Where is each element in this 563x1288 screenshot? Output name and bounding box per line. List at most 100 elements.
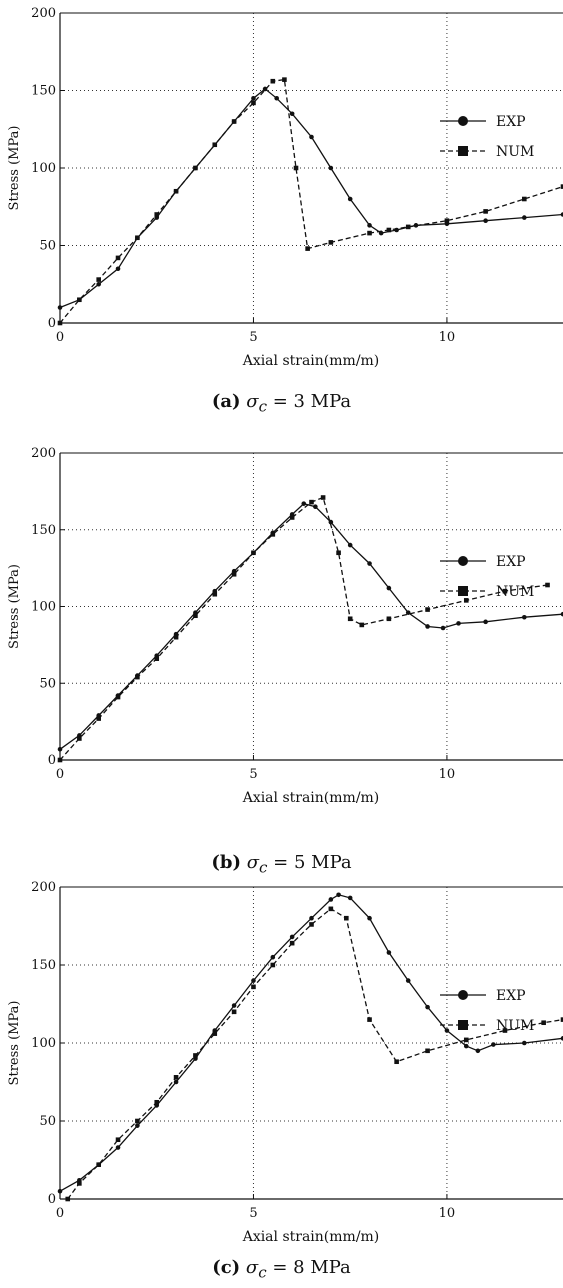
- data-point-exp: [405, 610, 411, 615]
- data-point-num: [96, 277, 101, 282]
- data-point-num: [541, 1020, 546, 1026]
- data-point-num: [231, 119, 237, 124]
- caption-letter: (c): [212, 1257, 241, 1278]
- data-point-num: [77, 1181, 82, 1186]
- data-point-num: [560, 1017, 563, 1022]
- data-point-exp: [463, 1043, 469, 1049]
- data-point-num: [193, 165, 198, 171]
- y-tick-label: 0: [48, 753, 56, 768]
- data-point-exp: [328, 897, 334, 902]
- data-point-exp: [367, 223, 372, 228]
- caption-sigma: σ: [245, 1257, 259, 1278]
- data-point-exp: [483, 218, 488, 223]
- data-point-exp: [386, 585, 392, 591]
- data-point-num: [309, 922, 314, 927]
- data-point-num: [289, 940, 295, 946]
- data-point-exp: [560, 611, 563, 617]
- x-tick-label: 5: [249, 330, 257, 345]
- x-tick-label: 0: [56, 330, 64, 345]
- y-tick-label: 150: [31, 523, 56, 538]
- data-point-num: [425, 1048, 430, 1054]
- chart-panel-a: 0 5 10 0 50 100 150 200 Axial strain(mm/m) Stress…: [0, 0, 563, 430]
- data-point-num: [463, 1037, 469, 1043]
- data-point-num: [386, 227, 392, 233]
- data-point-num: [328, 906, 334, 912]
- y-tick-label: 150: [31, 84, 56, 99]
- data-point-num: [293, 165, 299, 171]
- data-point-num: [394, 1059, 399, 1065]
- data-point-num: [367, 230, 372, 236]
- data-point-exp: [96, 281, 101, 287]
- data-point-exp: [347, 542, 353, 548]
- data-point-num: [320, 495, 326, 500]
- y-tick-label: 200: [31, 6, 56, 21]
- data-point-exp: [251, 978, 256, 983]
- data-point-num: [231, 571, 237, 577]
- data-point-num: [367, 1017, 372, 1022]
- data-point-num: [328, 240, 334, 245]
- data-point-num: [405, 224, 411, 230]
- caption-c: (c) σc = 8 MPa: [0, 1257, 563, 1282]
- caption-sub: c: [259, 858, 268, 877]
- caption-sub: c: [258, 397, 267, 416]
- data-point-exp: [483, 619, 488, 625]
- data-point-num: [347, 616, 353, 622]
- caption-sigma: σ: [246, 391, 259, 412]
- data-point-exp: [456, 621, 461, 626]
- data-point-num: [193, 1053, 198, 1058]
- data-point-num: [212, 591, 218, 597]
- data-point-exp: [444, 1028, 450, 1033]
- data-point-exp: [560, 1036, 563, 1041]
- y-axis-label: Stress (MPa): [7, 564, 22, 649]
- y-tick-label: 100: [31, 600, 56, 615]
- y-tick-label: 0: [48, 1192, 56, 1207]
- y-tick-label: 100: [31, 161, 56, 176]
- data-point-exp: [289, 934, 295, 940]
- data-point-num: [502, 588, 508, 594]
- y-tick-label: 50: [39, 239, 56, 254]
- legend-marker-exp: [458, 990, 468, 1000]
- caption-letter: (a): [211, 391, 241, 412]
- legend-marker-num: [458, 586, 468, 596]
- data-point-num: [135, 1118, 140, 1124]
- data-point-exp: [347, 196, 353, 202]
- data-point-num: [309, 499, 314, 505]
- x-tick-label: 0: [56, 1206, 64, 1221]
- data-point-exp: [491, 1042, 496, 1047]
- caption-a: (a) σc = 3 MPa: [0, 391, 563, 416]
- caption-sigma: σ: [246, 852, 260, 873]
- y-tick-label: 0: [48, 316, 56, 331]
- data-point-num: [115, 1137, 121, 1143]
- data-point-num: [444, 218, 450, 223]
- data-point-num: [483, 209, 488, 214]
- data-point-num: [154, 1099, 160, 1105]
- chart-panel-b: 0 5 10 0 50 100 150 200 Axial strain(mm/m) Stress…: [0, 430, 563, 877]
- data-point-num: [77, 297, 82, 303]
- data-point-num: [560, 184, 563, 189]
- x-tick-label: 0: [56, 767, 64, 782]
- legend-marker-num: [458, 1020, 468, 1030]
- chart-panel-c: 0 5 10 0 50 100 150 200 Axial strain(mm/m) Stress…: [0, 862, 563, 1288]
- data-point-num: [115, 694, 121, 700]
- data-point-num: [115, 255, 121, 261]
- data-point-num: [270, 532, 276, 537]
- data-point-num: [231, 1009, 237, 1015]
- y-axis-label: Stress (MPa): [7, 1001, 22, 1086]
- data-point-num: [336, 550, 341, 556]
- data-point-num: [193, 613, 198, 619]
- legend-label-num: NUM: [496, 1018, 534, 1034]
- data-point-num: [96, 1162, 101, 1167]
- data-point-num: [251, 100, 256, 106]
- data-point-num: [289, 515, 295, 520]
- data-point-num: [173, 188, 179, 194]
- legend-label-exp: EXP: [496, 554, 526, 570]
- data-point-exp: [522, 614, 527, 620]
- data-point-exp: [560, 212, 563, 217]
- data-point-num: [305, 246, 310, 251]
- y-axis-label: Stress (MPa): [7, 126, 22, 211]
- data-point-num: [386, 616, 392, 622]
- y-tick-label: 200: [31, 446, 56, 461]
- data-point-exp: [522, 215, 527, 220]
- caption-sub: c: [258, 1263, 267, 1282]
